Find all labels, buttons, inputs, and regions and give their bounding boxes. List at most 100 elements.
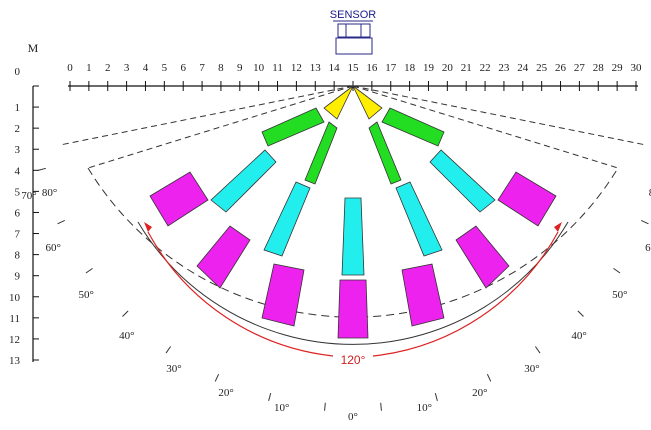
horizontal-tick-label: 4 bbox=[143, 62, 149, 74]
angle-label-right: 50° bbox=[612, 289, 627, 301]
angle-label-right: 10° bbox=[417, 402, 432, 414]
angle-label-left: 20° bbox=[218, 387, 233, 399]
zone-far-right-inner bbox=[395, 181, 443, 257]
horizontal-tick-label: 9 bbox=[237, 62, 243, 74]
horizontal-tick-label: 22 bbox=[480, 62, 491, 74]
horizontal-tick-label: 27 bbox=[574, 62, 586, 74]
horizontal-tick-label: 13 bbox=[310, 62, 322, 74]
arc-dash-mark bbox=[640, 219, 649, 225]
angle-label-left: 10° bbox=[274, 402, 289, 414]
horizontal-tick-label: 3 bbox=[124, 62, 130, 74]
zone-mid-right-inner bbox=[368, 121, 402, 185]
arc-dash-mark bbox=[486, 373, 492, 382]
angle-label-left: 50° bbox=[79, 289, 94, 301]
span-arrow-right bbox=[372, 231, 559, 357]
horizontal-tick-label: 14 bbox=[329, 62, 341, 74]
vertical-tick-label: 2 bbox=[15, 123, 21, 135]
span-arrowhead-left bbox=[144, 222, 152, 232]
vertical-tick-label: 7 bbox=[15, 229, 21, 241]
arc-dash-mark bbox=[122, 310, 129, 317]
horizontal-tick-label: 18 bbox=[404, 62, 416, 74]
arc-dash-mark bbox=[268, 393, 272, 402]
arc-dash-mark bbox=[165, 346, 172, 354]
sensor-graphic: SENSOR bbox=[330, 9, 377, 55]
angle-label-left: 80° bbox=[42, 187, 57, 199]
arc-dash-mark bbox=[57, 219, 66, 225]
angle-label-right: 30° bbox=[524, 363, 539, 375]
horizontal-tick-label: 5 bbox=[162, 62, 168, 74]
arc-dash-mark bbox=[577, 310, 584, 317]
zone-far-left-inner bbox=[263, 181, 311, 257]
arc-dash-mark bbox=[434, 393, 438, 402]
zone-farthest-center bbox=[337, 279, 369, 339]
zone-near-left bbox=[323, 85, 354, 120]
span-arrow-left bbox=[147, 231, 334, 357]
sensor-base bbox=[335, 37, 373, 55]
horizontal-tick-label: 23 bbox=[498, 62, 510, 74]
horizontal-tick-label: 16 bbox=[366, 62, 378, 74]
arc-dash-mark bbox=[613, 267, 621, 274]
angle-label-right: 40° bbox=[571, 330, 586, 342]
horizontal-distance-axis: 0 1 2 3 4 5 6 7 8 9 10 11 12 13 14 15 16 17 18 19 20 21 22 23 24… bbox=[67, 62, 642, 91]
horizontal-tick-label: 0 bbox=[67, 62, 73, 74]
zone-near-right bbox=[352, 85, 383, 120]
zone-farthest-left-mid bbox=[196, 225, 251, 289]
horizontal-tick-label: 28 bbox=[593, 62, 605, 74]
horizontal-tick-label: 15 bbox=[348, 62, 360, 74]
horizontal-tick-label: 19 bbox=[423, 62, 435, 74]
vertical-tick-label: 5 bbox=[15, 186, 21, 198]
zone-farthest-right-mid bbox=[455, 225, 510, 289]
horizontal-tick-label: 24 bbox=[517, 62, 529, 74]
zone-mid-left-inner bbox=[304, 121, 338, 185]
horizontal-tick-label: 1 bbox=[86, 62, 92, 74]
zone-farthest-left-outer bbox=[149, 171, 209, 227]
angle-label-center: 0° bbox=[348, 411, 358, 423]
distance-unit-label: M bbox=[28, 41, 39, 55]
vertical-tick-label: 12 bbox=[9, 334, 20, 346]
zone-mid-left-outer bbox=[261, 107, 325, 147]
angle-label-right: 80° bbox=[649, 187, 651, 199]
horizontal-tick-label: 17 bbox=[385, 62, 397, 74]
vertical-tick-label: 0 bbox=[15, 66, 21, 78]
vertical-tick-label: 3 bbox=[15, 144, 21, 156]
zone-far-center bbox=[341, 197, 365, 276]
zone-farthest-right-inner bbox=[401, 263, 445, 327]
horizontal-tick-label: 30 bbox=[631, 62, 643, 74]
vertical-tick-label: 11 bbox=[9, 313, 20, 325]
sensor-label: SENSOR bbox=[330, 9, 377, 21]
arc-dash-mark bbox=[85, 267, 93, 274]
angle-label-right: 20° bbox=[472, 387, 487, 399]
span-arrowhead-right bbox=[554, 222, 562, 232]
outer-boundary-line bbox=[87, 85, 619, 169]
zone-far-left-outer bbox=[210, 149, 277, 213]
span-angle-label: 120° bbox=[341, 353, 366, 367]
arc-dash-mark bbox=[380, 402, 382, 411]
zone-farthest-left-inner bbox=[261, 263, 305, 327]
horizontal-tick-label: 8 bbox=[218, 62, 224, 74]
angle-label-right: 60° bbox=[645, 242, 651, 254]
horizontal-tick-label: 7 bbox=[199, 62, 205, 74]
zone-far-right-outer bbox=[429, 149, 496, 213]
vertical-tick-label: 9 bbox=[15, 271, 21, 283]
horizontal-tick-label: 20 bbox=[442, 62, 454, 74]
vertical-tick-label: 6 bbox=[15, 207, 21, 219]
vertical-tick-label: 8 bbox=[15, 250, 21, 262]
arc-dash-mark bbox=[534, 346, 541, 354]
arc-dash-mark bbox=[214, 373, 220, 382]
horizontal-tick-label: 29 bbox=[612, 62, 624, 74]
angle-label-left: 30° bbox=[166, 363, 181, 375]
horizontal-tick-label: 12 bbox=[291, 62, 302, 74]
vertical-tick-label: 4 bbox=[15, 165, 21, 177]
angle-label-left: 60° bbox=[46, 242, 61, 254]
horizontal-tick-label: 11 bbox=[272, 62, 283, 74]
horizontal-tick-label: 26 bbox=[555, 62, 567, 74]
vertical-tick-label: 10 bbox=[9, 292, 21, 304]
vertical-tick-label: 13 bbox=[9, 355, 21, 367]
horizontal-tick-label: 2 bbox=[105, 62, 111, 74]
horizontal-tick-label: 21 bbox=[461, 62, 472, 74]
zone-farthest-right-outer bbox=[497, 171, 557, 227]
angle-label-left: 70° bbox=[21, 190, 36, 202]
sensor-body bbox=[337, 23, 371, 38]
